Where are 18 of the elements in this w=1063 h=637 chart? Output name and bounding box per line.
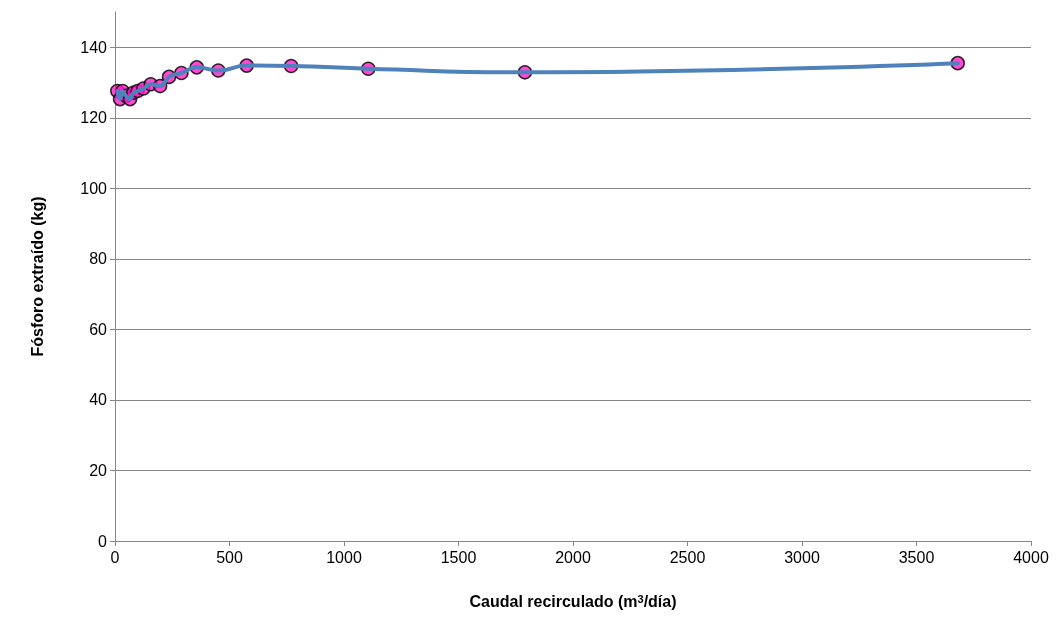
x-tick-label: 500 — [216, 548, 243, 566]
y-tick-label: 100 — [80, 179, 108, 197]
y-axis-title: Fósforo extraído (kg) — [28, 196, 46, 357]
x-tick-label: 4000 — [1013, 548, 1049, 566]
x-tick-label: 1000 — [326, 548, 362, 566]
y-tick-label: 20 — [89, 461, 108, 479]
y-tick-label: 60 — [89, 320, 108, 338]
y-tick-label: 80 — [89, 250, 108, 268]
y-tick-label: 120 — [80, 109, 108, 127]
x-tick-label: 2500 — [669, 548, 706, 566]
y-tick-label: 0 — [98, 532, 108, 550]
x-tick-label: 0 — [110, 548, 120, 566]
y-tick-label: 40 — [89, 391, 108, 409]
x-tick-label: 1500 — [440, 548, 477, 566]
y-tick-label: 140 — [80, 38, 108, 56]
x-tick-label: 3500 — [898, 548, 935, 566]
x-tick-label: 2000 — [555, 548, 591, 566]
x-tick-label: 3000 — [784, 548, 820, 566]
